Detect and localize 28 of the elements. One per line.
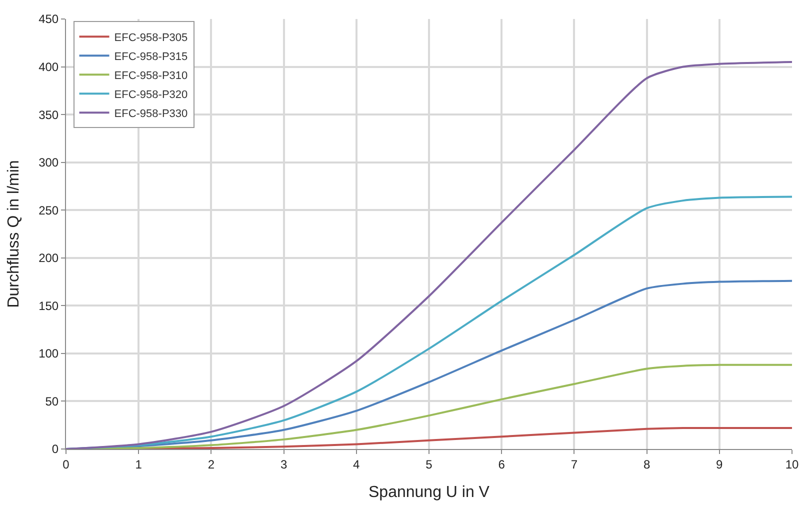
y-tick-label: 150 xyxy=(38,298,59,313)
y-tick-label: 250 xyxy=(38,203,59,218)
x-tick-label: 9 xyxy=(716,457,724,472)
y-tick-label: 350 xyxy=(38,108,59,122)
x-tick-label: 7 xyxy=(570,457,578,472)
x-tick-label: 5 xyxy=(426,457,433,472)
x-tick-label: 8 xyxy=(643,457,650,472)
y-axis-title: Durchfluss Q in l/min xyxy=(5,160,22,308)
legend-label: EFC-958-P330 xyxy=(114,108,188,120)
legend-label: EFC-958-P305 xyxy=(114,32,188,44)
y-tick-label: 0 xyxy=(52,442,59,456)
x-tick-label: 2 xyxy=(208,457,215,472)
y-tick-label: 200 xyxy=(38,251,59,266)
x-tick-label: 10 xyxy=(785,457,799,472)
legend-label: EFC-958-P320 xyxy=(114,88,188,101)
x-tick-label: 6 xyxy=(498,457,506,472)
x-axis-title: Spannung U in V xyxy=(368,484,490,502)
x-tick-label: 4 xyxy=(353,457,360,472)
y-tick-label: 100 xyxy=(38,346,59,361)
legend-label: EFC-958-P315 xyxy=(114,50,188,63)
x-tick-label: 3 xyxy=(280,457,288,472)
y-tick-label: 50 xyxy=(45,394,59,408)
y-tick-label: 300 xyxy=(38,156,59,170)
legend-label: EFC-958-P310 xyxy=(114,70,188,82)
x-tick-label: 1 xyxy=(135,457,142,472)
x-tick-label: 0 xyxy=(62,457,70,472)
y-tick-label: 450 xyxy=(38,12,59,26)
y-tick-label: 400 xyxy=(38,60,59,74)
